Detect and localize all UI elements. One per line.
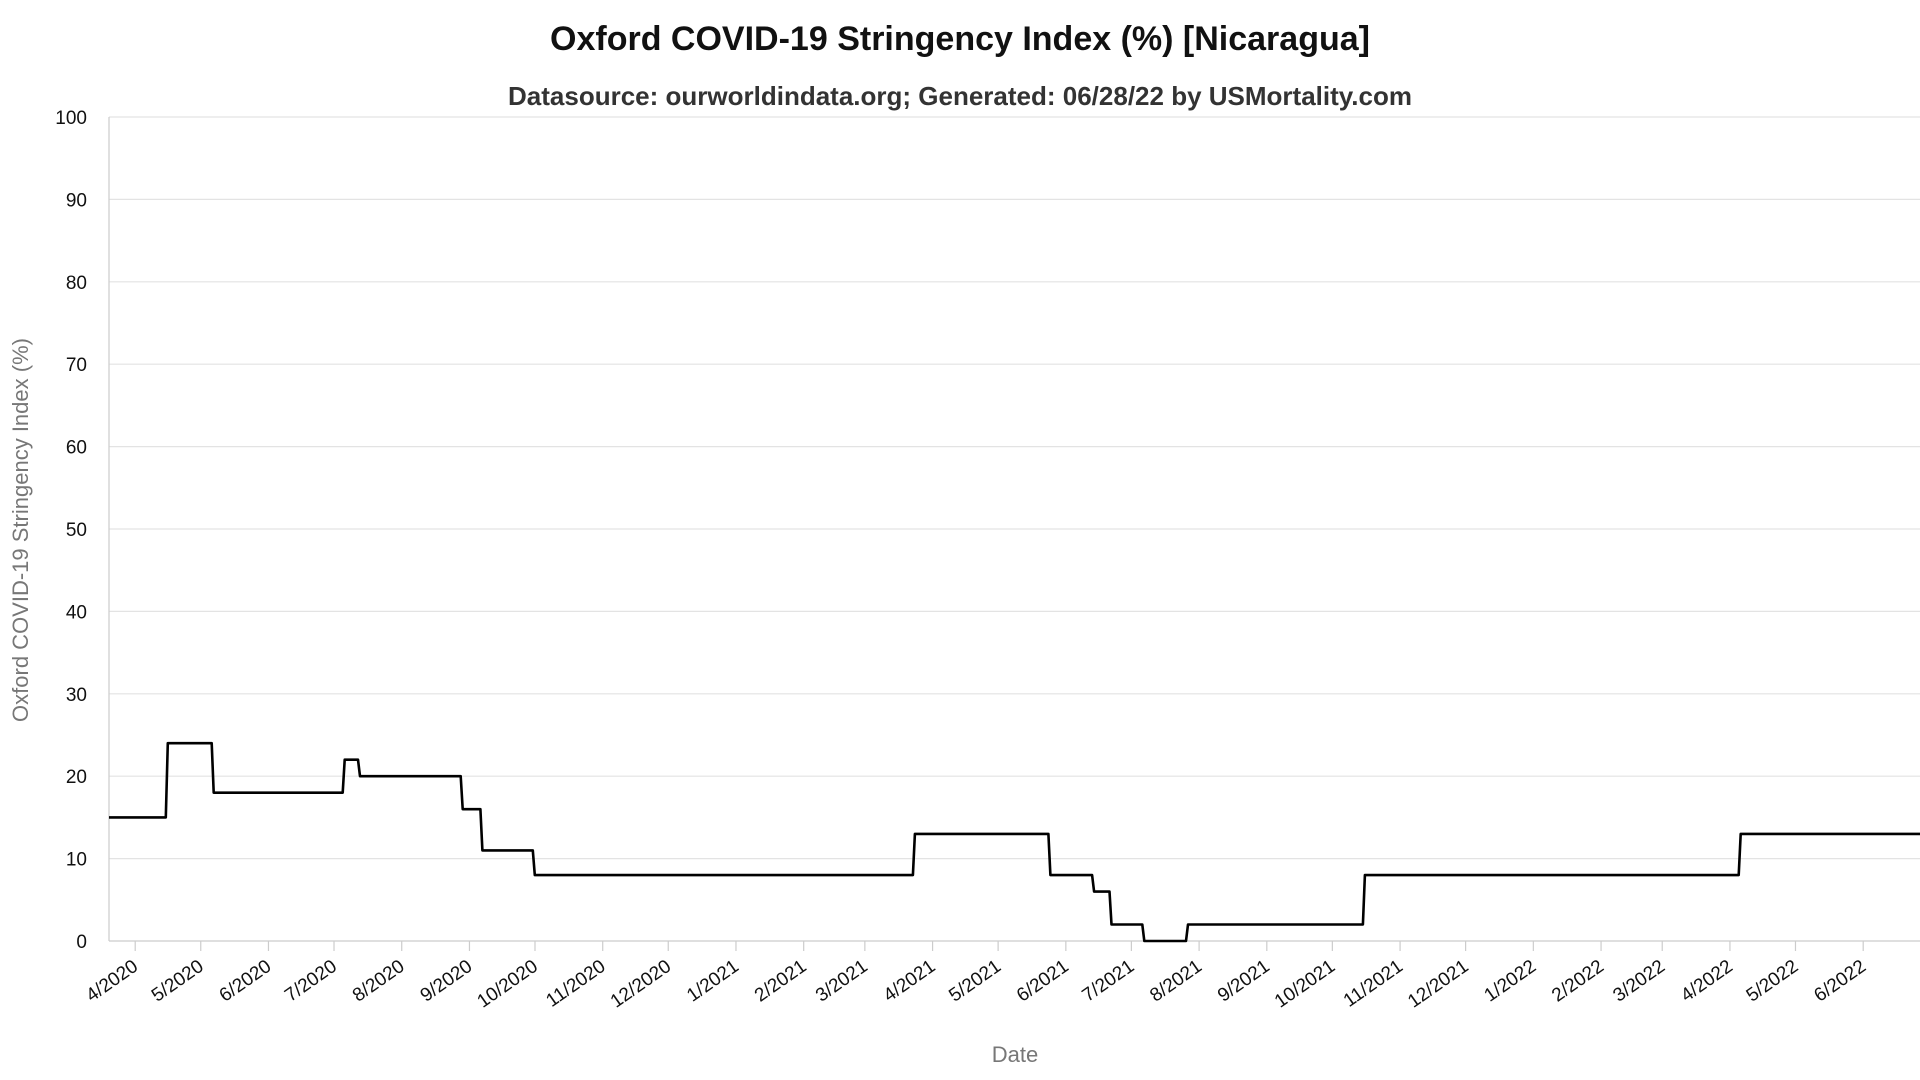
x-tick-label-2-2022: 2/2022: [1548, 956, 1608, 1007]
y-tick-label-50: 50: [66, 520, 87, 541]
chart-subtitle: Datasource: ourworldindata.org; Generate…: [508, 81, 1412, 111]
y-tick-label-80: 80: [66, 273, 87, 294]
grid-lines: [109, 116, 1920, 860]
x-tick-label-12-2021: 12/2021: [1404, 956, 1472, 1013]
x-tick-label-9-2020: 9/2020: [417, 956, 477, 1007]
x-tick-label-4-2020: 4/2020: [82, 956, 142, 1007]
y-tick-label-0: 0: [76, 932, 87, 953]
y-axis-title: Oxford COVID-19 Stringency Index (%): [8, 338, 33, 722]
y-tick-label-20: 20: [66, 767, 87, 788]
y-tick-label-30: 30: [66, 685, 87, 706]
y-axis-tick-labels: 0 10 20 30 40 50 60 70 80 90 100: [55, 108, 87, 953]
x-tick-label-5-2022: 5/2022: [1743, 956, 1803, 1007]
chart-title: Oxford COVID-19 Stringency Index (%) [Ni…: [550, 20, 1370, 58]
x-tick-label-7-2020: 7/2020: [281, 956, 341, 1007]
x-tick-label-3-2021: 3/2021: [812, 956, 872, 1007]
x-tick-label-1-2021: 1/2021: [683, 956, 743, 1007]
y-tick-label-100: 100: [55, 108, 87, 129]
x-tick-label-5-2020: 5/2020: [148, 956, 208, 1007]
x-tick-label-8-2021: 8/2021: [1146, 956, 1206, 1007]
x-tick-label-1-2022: 1/2022: [1481, 956, 1541, 1007]
x-tick-label-11-2020: 11/2020: [542, 956, 609, 1012]
x-axis-tick-labels: 4/2020 5/2020 6/2020 7/2020 8/2020 9/202010/2…: [82, 956, 1870, 1013]
x-tick-label-11-2021: 11/2021: [1340, 956, 1407, 1012]
x-tick-label-6-2022: 6/2022: [1810, 956, 1870, 1007]
axes: [108, 117, 1920, 951]
x-tick-label-3-2022: 3/2022: [1609, 956, 1669, 1007]
y-tick-label-70: 70: [66, 355, 87, 376]
y-tick-label-10: 10: [66, 850, 87, 871]
x-tick-label-5-2021: 5/2021: [945, 956, 1005, 1007]
x-tick-label-6-2021: 6/2021: [1013, 956, 1073, 1007]
x-tick-label-4-2021: 4/2021: [880, 956, 940, 1007]
x-tick-label-2-2021: 2/2021: [751, 956, 811, 1007]
series-layer: [109, 741, 1920, 943]
x-tick-label-8-2020: 8/2020: [349, 956, 409, 1007]
x-tick-label-9-2021: 9/2021: [1214, 956, 1274, 1007]
y-tick-label-90: 90: [66, 190, 87, 211]
x-tick-label-10-2020: 10/2020: [474, 956, 542, 1013]
y-tick-label-60: 60: [66, 438, 87, 459]
y-tick-label-40: 40: [66, 602, 87, 623]
x-tick-label-10-2021: 10/2021: [1271, 956, 1339, 1013]
x-axis-title: Date: [992, 1042, 1038, 1067]
x-tick-label-7-2021: 7/2021: [1079, 956, 1139, 1007]
x-tick-label-6-2020: 6/2020: [216, 956, 276, 1007]
x-tick-label-12-2020: 12/2020: [607, 956, 675, 1013]
x-tick-label-4-2022: 4/2022: [1677, 956, 1737, 1007]
series-line-0: [109, 741, 1920, 943]
